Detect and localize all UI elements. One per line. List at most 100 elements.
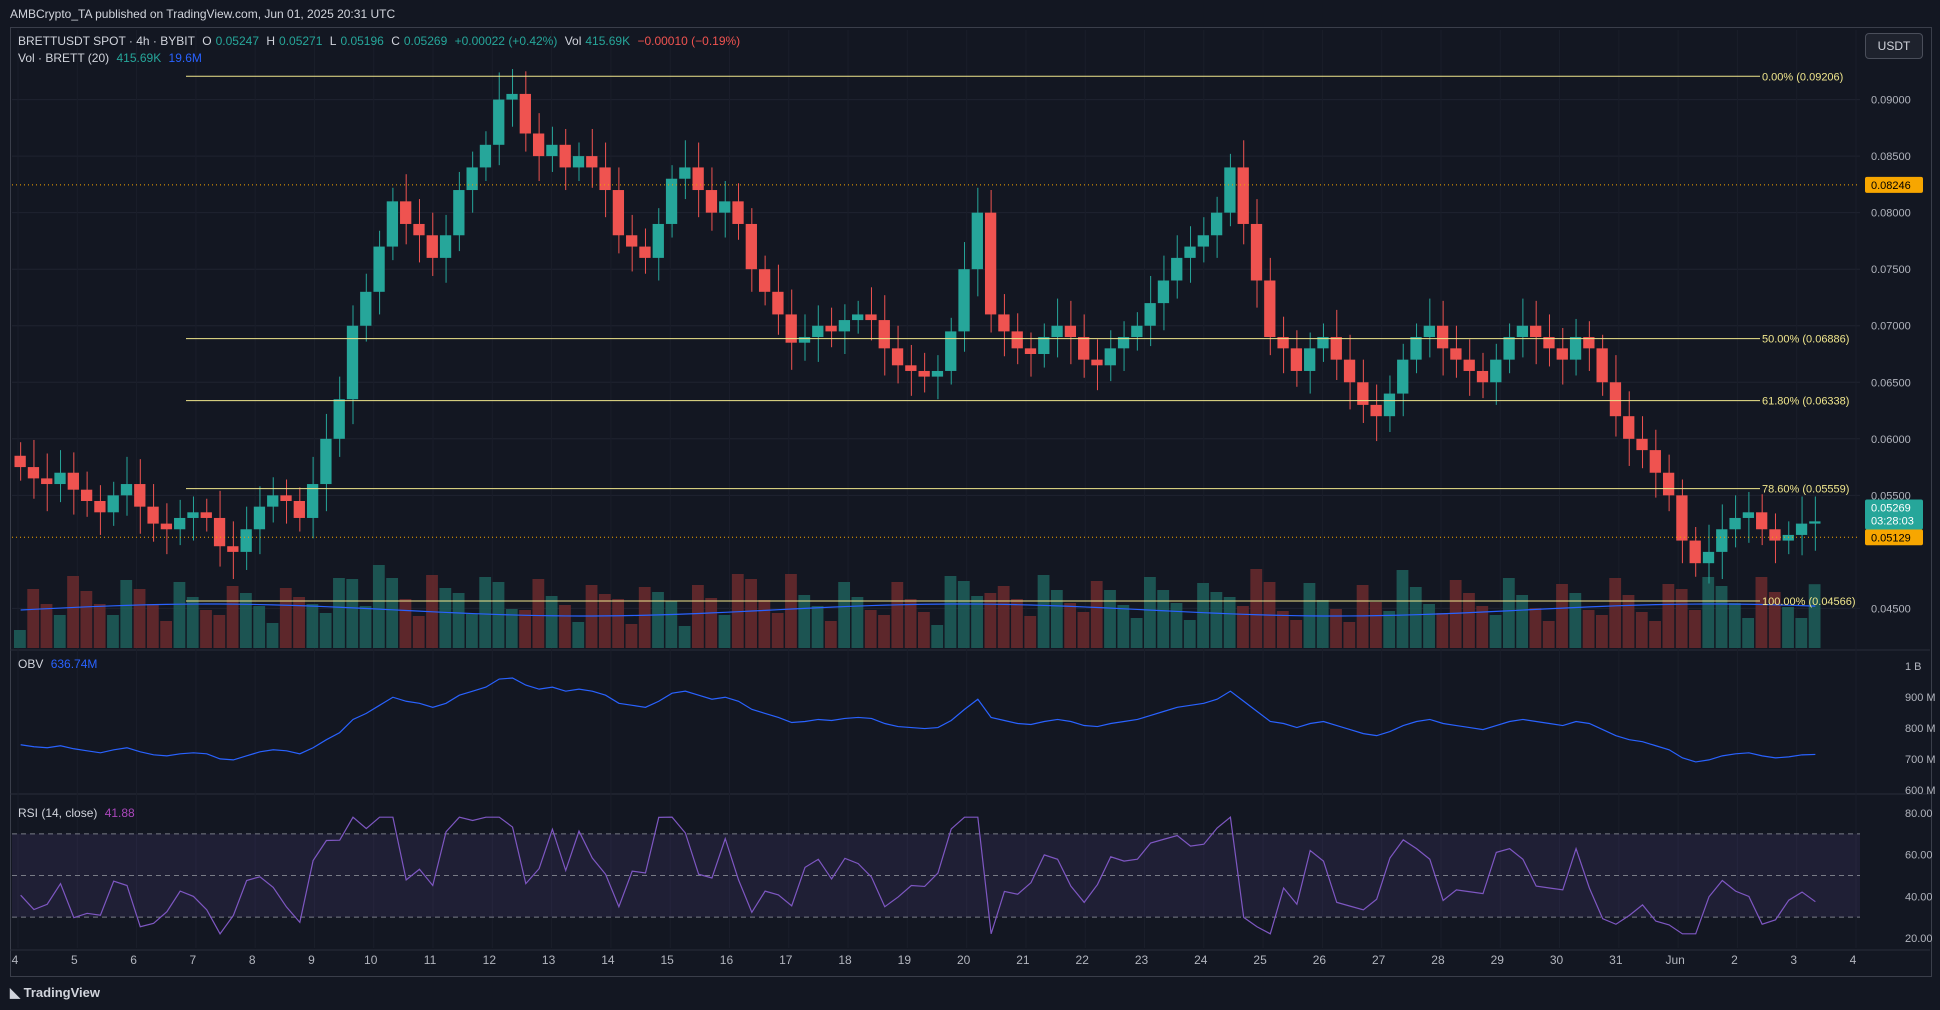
candle-body xyxy=(1423,325,1435,338)
candle-body xyxy=(386,201,399,247)
volume-bar xyxy=(1290,620,1303,648)
candle-body xyxy=(1383,393,1396,417)
x-tick-label: 17 xyxy=(779,953,793,967)
candle-body xyxy=(1184,246,1196,258)
x-tick-label: 21 xyxy=(1016,953,1030,967)
chart-frame[interactable] xyxy=(10,27,1932,977)
x-tick-label: 26 xyxy=(1313,953,1327,967)
price-tick-label: 0.06500 xyxy=(1871,377,1911,389)
price-tick-label: 0.07500 xyxy=(1871,264,1911,276)
candle-body xyxy=(160,523,173,530)
x-tick-label: 6 xyxy=(130,953,137,967)
volume-bar xyxy=(1197,583,1209,648)
volume-bar xyxy=(798,595,811,648)
volume-bar xyxy=(971,596,983,648)
candle-body xyxy=(519,93,531,134)
candle-body xyxy=(107,495,119,513)
volume-bar xyxy=(692,585,704,648)
candle-body xyxy=(320,438,332,485)
high-value: 0.05271 xyxy=(279,34,323,48)
volume-bar xyxy=(293,597,305,648)
candle-body xyxy=(1330,337,1342,360)
volume-bar xyxy=(1702,577,1715,648)
x-tick-label: 5 xyxy=(71,953,78,967)
volume-bar xyxy=(120,580,133,648)
x-tick-label: 23 xyxy=(1135,953,1149,967)
obv-tick-label: 600 M xyxy=(1905,785,1936,797)
volume-bar xyxy=(904,599,917,648)
candle-body xyxy=(878,320,890,349)
rsi-tick-label: 80.00 xyxy=(1905,808,1933,820)
volume-bar xyxy=(824,621,837,648)
volume-bar xyxy=(1715,586,1728,648)
volume-bar xyxy=(519,610,531,648)
candle-body xyxy=(1702,551,1715,564)
change-value: +0.00022 (+0.42%) xyxy=(454,34,558,48)
x-tick-label: 28 xyxy=(1431,953,1445,967)
volume-bar xyxy=(1396,570,1409,648)
volume-bar xyxy=(572,622,585,648)
volume-bar xyxy=(1409,587,1422,648)
volume-bar xyxy=(173,582,186,648)
volume-bar xyxy=(612,599,625,648)
candle-body xyxy=(1809,521,1821,524)
volume-bar xyxy=(918,612,930,648)
volume-bar xyxy=(1782,607,1794,648)
symbol-label[interactable]: BRETTUSDT SPOT · 4h · BYBIT xyxy=(18,34,195,48)
volume-bar xyxy=(279,588,292,648)
x-tick-label: 10 xyxy=(364,953,378,967)
volume-bar xyxy=(1037,575,1050,648)
currency-button[interactable]: USDT xyxy=(1865,33,1923,59)
x-tick-label: 19 xyxy=(898,953,912,967)
candle-body xyxy=(1795,523,1808,535)
volume-bar xyxy=(1689,610,1701,648)
volume-bar xyxy=(1050,590,1063,648)
volume-bar xyxy=(1569,593,1582,648)
candle-body xyxy=(918,370,930,377)
rsi-tick-label: 20.00 xyxy=(1905,933,1933,945)
volume-bar xyxy=(545,596,558,648)
x-tick-label: 8 xyxy=(249,953,256,967)
volume-bar xyxy=(1170,603,1183,648)
candle-body xyxy=(772,291,784,315)
volume-bar xyxy=(133,589,146,648)
candle-body xyxy=(1210,212,1223,236)
volume-bar xyxy=(1011,599,1023,648)
x-tick-label: 25 xyxy=(1253,953,1267,967)
volume-bar xyxy=(1343,622,1356,648)
obv-tick-label: 1 B xyxy=(1905,661,1922,673)
candle-body xyxy=(1343,359,1356,383)
price-marker-label: 0.05129 xyxy=(1871,532,1911,544)
volume-bar xyxy=(1542,621,1555,648)
volume-bar xyxy=(1609,578,1622,648)
candle-body xyxy=(1716,529,1728,552)
volume-bar xyxy=(306,604,319,648)
volume-bar xyxy=(638,587,651,648)
candle-body xyxy=(506,93,518,100)
volume-bar xyxy=(1755,577,1768,648)
candle-body xyxy=(293,501,305,518)
candle-body xyxy=(479,144,492,168)
candle-body xyxy=(200,512,212,518)
candle-body xyxy=(931,370,944,377)
candle-body xyxy=(253,506,266,530)
candle-body xyxy=(1224,167,1236,213)
volume-bar xyxy=(1649,621,1661,648)
candle-body xyxy=(865,314,877,321)
volume-bar xyxy=(200,610,212,648)
candle-body xyxy=(1436,325,1449,349)
volume-bar xyxy=(731,574,744,648)
countdown-label: 03:28:03 xyxy=(1871,515,1914,527)
x-tick-label: 9 xyxy=(308,953,315,967)
volume-bar xyxy=(359,606,372,648)
candle-body xyxy=(785,314,797,343)
volume-legend: Vol · BRETT (20) 415.69K 19.6M xyxy=(18,51,202,65)
price-tick-label: 0.08000 xyxy=(1871,208,1911,220)
volume-bar xyxy=(1090,581,1103,648)
candle-body xyxy=(626,235,638,247)
volume-bar xyxy=(1742,618,1755,648)
volume-bar xyxy=(984,593,997,648)
volume-bar xyxy=(40,604,53,648)
volume-bar xyxy=(1356,585,1369,648)
